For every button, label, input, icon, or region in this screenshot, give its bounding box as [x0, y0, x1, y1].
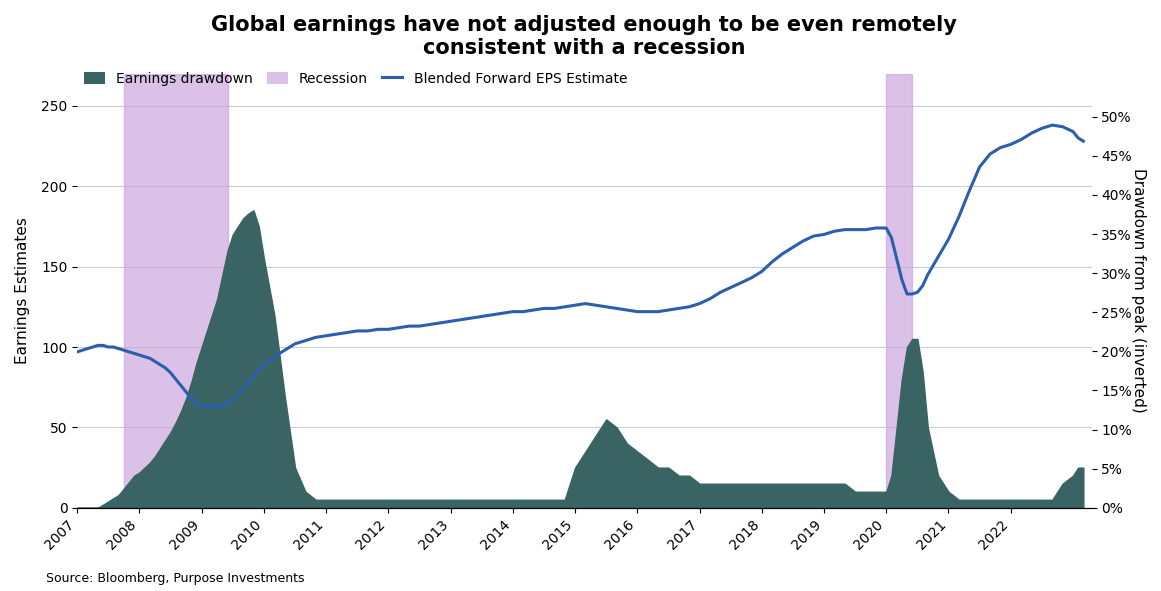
Y-axis label: Earnings Estimates: Earnings Estimates [15, 217, 30, 364]
Legend: Earnings drawdown, Recession, Blended Forward EPS Estimate: Earnings drawdown, Recession, Blended Fo… [84, 72, 627, 86]
Y-axis label: Drawdown from peak (inverted): Drawdown from peak (inverted) [1131, 168, 1146, 413]
Bar [124, 74, 228, 508]
Text: Source: Bloomberg, Purpose Investments: Source: Bloomberg, Purpose Investments [46, 572, 305, 585]
Bar [886, 74, 913, 508]
Title: Global earnings have not adjusted enough to be even remotely
consistent with a r: Global earnings have not adjusted enough… [211, 15, 958, 58]
